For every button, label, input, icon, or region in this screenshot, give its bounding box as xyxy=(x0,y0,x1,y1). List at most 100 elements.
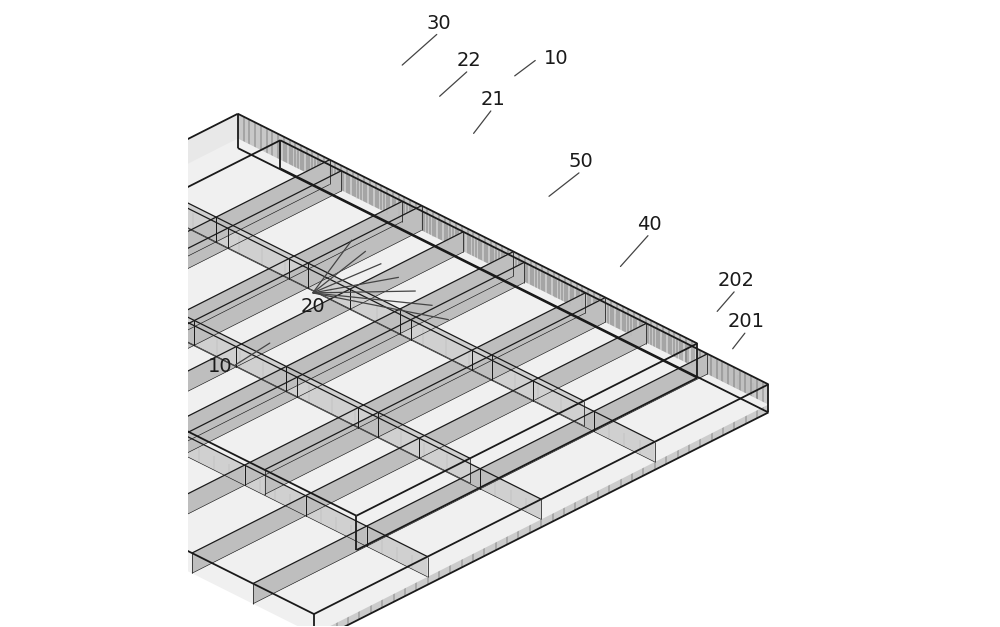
Polygon shape xyxy=(0,299,194,403)
Polygon shape xyxy=(378,413,470,483)
Polygon shape xyxy=(358,371,533,458)
Polygon shape xyxy=(175,279,350,367)
Polygon shape xyxy=(102,275,194,345)
Polygon shape xyxy=(123,347,236,424)
Polygon shape xyxy=(289,259,350,310)
Text: 20: 20 xyxy=(300,297,325,315)
Polygon shape xyxy=(594,374,768,462)
Polygon shape xyxy=(0,394,123,482)
Polygon shape xyxy=(192,516,367,604)
Polygon shape xyxy=(0,253,102,357)
Polygon shape xyxy=(480,431,655,519)
Polygon shape xyxy=(400,309,492,380)
Polygon shape xyxy=(314,384,768,627)
Polygon shape xyxy=(411,320,472,371)
Polygon shape xyxy=(173,391,378,495)
Polygon shape xyxy=(9,424,184,512)
Polygon shape xyxy=(228,191,402,279)
Polygon shape xyxy=(81,320,194,403)
Polygon shape xyxy=(286,309,400,391)
Polygon shape xyxy=(356,344,697,550)
Text: 21: 21 xyxy=(480,90,505,108)
Polygon shape xyxy=(114,248,289,336)
Polygon shape xyxy=(350,289,411,340)
Polygon shape xyxy=(131,465,245,543)
Polygon shape xyxy=(236,310,411,398)
Polygon shape xyxy=(184,398,358,485)
Polygon shape xyxy=(265,437,470,540)
Polygon shape xyxy=(378,380,584,483)
Polygon shape xyxy=(102,217,216,299)
Text: 201: 201 xyxy=(728,312,765,331)
Polygon shape xyxy=(184,435,245,485)
Polygon shape xyxy=(533,344,707,431)
Polygon shape xyxy=(114,286,175,336)
Polygon shape xyxy=(175,259,289,336)
Polygon shape xyxy=(192,495,306,573)
Polygon shape xyxy=(297,320,411,398)
Polygon shape xyxy=(358,408,419,458)
Polygon shape xyxy=(308,263,400,334)
Polygon shape xyxy=(492,355,584,426)
Polygon shape xyxy=(53,255,114,306)
Polygon shape xyxy=(238,113,697,378)
Text: 202: 202 xyxy=(717,271,754,290)
Polygon shape xyxy=(81,345,286,448)
Polygon shape xyxy=(236,347,297,398)
Polygon shape xyxy=(245,428,419,516)
Polygon shape xyxy=(367,489,541,577)
Polygon shape xyxy=(289,201,402,279)
Polygon shape xyxy=(0,374,61,451)
Polygon shape xyxy=(0,343,61,394)
Polygon shape xyxy=(0,286,114,363)
Polygon shape xyxy=(308,230,513,334)
Text: 22: 22 xyxy=(456,51,481,70)
Polygon shape xyxy=(480,469,541,519)
Polygon shape xyxy=(194,263,308,345)
Polygon shape xyxy=(350,232,463,310)
Text: 10: 10 xyxy=(208,357,233,376)
Polygon shape xyxy=(167,198,228,248)
Polygon shape xyxy=(253,526,367,604)
Polygon shape xyxy=(400,251,513,334)
Polygon shape xyxy=(228,171,341,248)
Text: 10: 10 xyxy=(544,50,568,68)
Polygon shape xyxy=(286,366,378,437)
Polygon shape xyxy=(61,336,236,424)
Polygon shape xyxy=(308,206,422,288)
Polygon shape xyxy=(245,465,306,516)
Polygon shape xyxy=(124,171,216,242)
Polygon shape xyxy=(367,526,428,577)
Polygon shape xyxy=(253,546,428,627)
Polygon shape xyxy=(297,377,358,428)
Polygon shape xyxy=(11,196,216,299)
Polygon shape xyxy=(472,313,646,401)
Polygon shape xyxy=(70,455,245,543)
Polygon shape xyxy=(0,113,697,516)
Polygon shape xyxy=(216,217,308,288)
Polygon shape xyxy=(492,298,605,380)
Polygon shape xyxy=(167,161,341,248)
Polygon shape xyxy=(358,350,472,428)
Polygon shape xyxy=(533,381,594,431)
Polygon shape xyxy=(131,485,306,573)
Polygon shape xyxy=(216,160,330,242)
Polygon shape xyxy=(594,411,655,462)
Polygon shape xyxy=(114,228,228,306)
Polygon shape xyxy=(297,340,472,428)
Polygon shape xyxy=(61,374,123,424)
Text: 50: 50 xyxy=(569,152,594,171)
Polygon shape xyxy=(280,140,768,413)
Polygon shape xyxy=(102,242,308,345)
Polygon shape xyxy=(289,221,463,310)
Polygon shape xyxy=(194,320,286,391)
Polygon shape xyxy=(472,293,585,371)
Polygon shape xyxy=(0,140,768,614)
Polygon shape xyxy=(184,377,297,455)
Polygon shape xyxy=(0,275,102,357)
Polygon shape xyxy=(350,252,524,340)
Polygon shape xyxy=(378,355,492,437)
Polygon shape xyxy=(0,275,114,363)
Polygon shape xyxy=(367,469,480,546)
Polygon shape xyxy=(175,316,236,367)
